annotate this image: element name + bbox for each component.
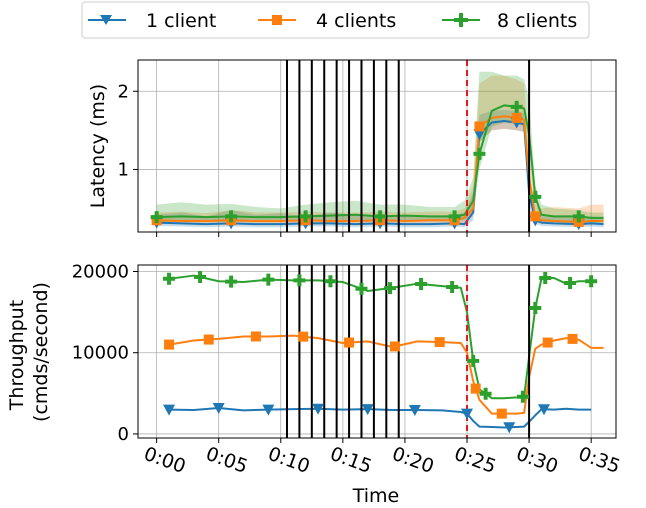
data-point bbox=[355, 282, 368, 295]
data-point bbox=[312, 403, 325, 415]
throughput-markers bbox=[163, 270, 598, 434]
x-tick-label: 0:15 bbox=[327, 443, 375, 478]
throughput-y-axis-label-line-1: Throughput bbox=[6, 300, 28, 411]
y-tick-label: 0 bbox=[118, 424, 129, 445]
y-tick-label: 1 bbox=[118, 159, 129, 180]
data-point bbox=[585, 275, 598, 288]
legend-marker-triangle-down bbox=[100, 15, 112, 25]
throughput-axis: 0 10000 20000 bbox=[72, 261, 592, 445]
legend-frame bbox=[81, 1, 590, 39]
data-point bbox=[474, 121, 485, 132]
y-tick-label: 10000 bbox=[72, 343, 129, 364]
data-point bbox=[567, 333, 578, 344]
latency-plot-frame bbox=[137, 59, 617, 233]
data-point bbox=[374, 210, 387, 223]
data-point bbox=[408, 404, 421, 416]
data-point bbox=[461, 408, 474, 420]
legend-entry-1: 1 client bbox=[88, 10, 216, 32]
series-line bbox=[156, 104, 604, 219]
x-tick-label: 0:35 bbox=[575, 443, 623, 478]
data-point bbox=[225, 210, 238, 223]
data-point bbox=[467, 354, 480, 367]
y-tick-label: 2 bbox=[118, 81, 129, 102]
data-point bbox=[510, 100, 523, 113]
data-point bbox=[262, 273, 275, 286]
data-point bbox=[262, 404, 275, 416]
latency-bands bbox=[156, 71, 604, 228]
data-point bbox=[473, 147, 486, 160]
data-point bbox=[415, 278, 428, 291]
latency-panel: 12 Latency (ms) bbox=[87, 59, 617, 237]
x-tick-label: 0:10 bbox=[265, 443, 313, 478]
x-tick-label: 0:25 bbox=[451, 443, 499, 478]
latency-y-axis-label: Latency (ms) bbox=[87, 84, 109, 208]
data-point bbox=[537, 404, 550, 416]
data-point bbox=[516, 390, 529, 403]
confidence-band bbox=[156, 110, 604, 228]
data-point bbox=[163, 272, 176, 285]
data-point bbox=[293, 274, 306, 287]
legend-marker-square bbox=[272, 15, 282, 25]
legend-label-2: 4 clients bbox=[316, 10, 396, 32]
throughput-event-lines bbox=[285, 265, 531, 438]
x-tick-label: 0:05 bbox=[203, 443, 251, 478]
data-point bbox=[344, 337, 355, 348]
x-axis-label: Time bbox=[352, 485, 400, 507]
data-point bbox=[384, 282, 397, 295]
data-point bbox=[164, 339, 175, 350]
data-point bbox=[324, 275, 337, 288]
latency-axis: 12 bbox=[118, 81, 592, 237]
data-point bbox=[529, 302, 542, 315]
legend-label-1: 1 client bbox=[146, 10, 216, 32]
y-tick-label: 20000 bbox=[72, 261, 129, 282]
data-point bbox=[529, 190, 542, 203]
data-point bbox=[390, 341, 401, 352]
data-point bbox=[539, 271, 552, 284]
legend: 1 client 4 clients 8 clients bbox=[81, 1, 590, 39]
data-point bbox=[434, 337, 445, 348]
series-line bbox=[168, 274, 592, 400]
throughput-y-axis-label-line-2: (cmds/second) bbox=[30, 282, 52, 422]
data-point bbox=[470, 383, 481, 394]
latency-event-lines bbox=[285, 60, 531, 232]
legend-entry-3: 8 clients bbox=[442, 10, 577, 32]
data-point bbox=[225, 275, 238, 288]
data-point bbox=[564, 276, 577, 289]
data-point bbox=[448, 210, 461, 223]
data-point bbox=[530, 211, 541, 222]
data-point bbox=[194, 270, 207, 283]
x-tick-label: 0:00 bbox=[141, 443, 189, 478]
confidence-band bbox=[156, 71, 604, 223]
data-point bbox=[299, 210, 312, 223]
legend-label-3: 8 clients bbox=[497, 10, 577, 32]
data-point bbox=[203, 334, 214, 345]
data-point bbox=[212, 402, 225, 414]
latency-markers bbox=[150, 100, 585, 231]
legend-entry-2: 4 clients bbox=[258, 10, 396, 32]
data-point bbox=[473, 129, 486, 141]
throughput-panel: 0 10000 20000 Throughput (cmds/second) bbox=[6, 261, 617, 445]
data-point bbox=[361, 404, 374, 416]
data-point bbox=[496, 408, 507, 419]
x-tick-labels: 0:00 0:05 0:10 0:15 0:20 0:25 0:30 0:35 bbox=[141, 443, 623, 478]
throughput-plot-frame bbox=[137, 264, 617, 439]
data-point bbox=[503, 422, 516, 434]
data-point bbox=[542, 337, 553, 348]
data-point bbox=[511, 112, 522, 123]
data-point bbox=[163, 404, 176, 416]
x-tick-label: 0:20 bbox=[389, 443, 437, 478]
series-line bbox=[156, 119, 604, 226]
legend-marker-plus bbox=[454, 13, 468, 27]
x-tick-label: 0:30 bbox=[513, 443, 561, 478]
series-line bbox=[169, 406, 592, 429]
data-point bbox=[298, 331, 309, 342]
throughput-y-axis-label: Throughput (cmds/second) bbox=[6, 282, 52, 422]
data-point bbox=[572, 210, 585, 223]
data-point bbox=[150, 211, 163, 224]
data-point bbox=[479, 387, 492, 400]
data-point bbox=[446, 280, 459, 293]
data-point bbox=[250, 331, 261, 342]
